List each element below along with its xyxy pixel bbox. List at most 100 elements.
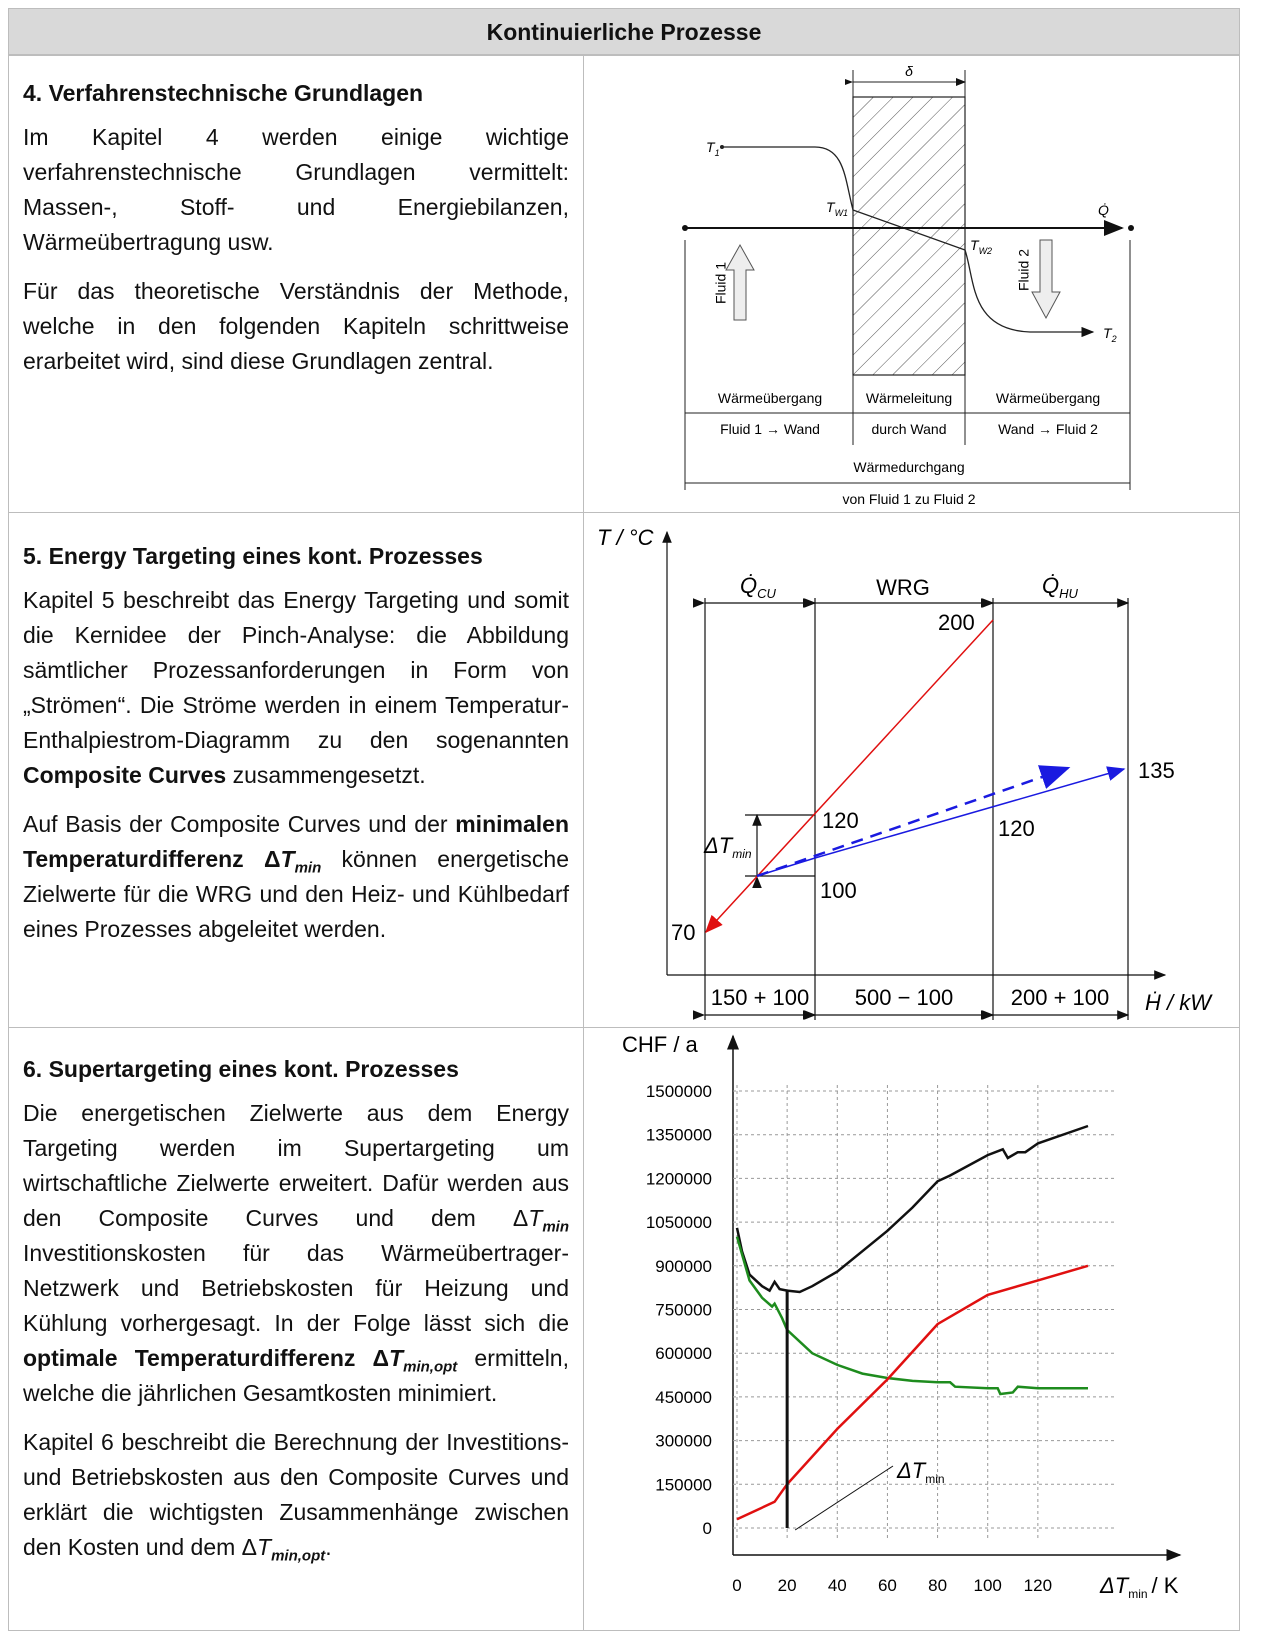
label: Fluid 2 [1016, 249, 1032, 291]
text-cell: 6. Supertargeting eines kont. Prozesses … [8, 1027, 584, 1631]
text-run: T [528, 1205, 542, 1231]
x-tick-label: 20 [778, 1576, 797, 1595]
x-tick-label: 0 [732, 1576, 741, 1595]
label: Q̇CU [740, 573, 777, 601]
composite-curves-diagram: T / °C Q̇CU WRG Q̇HU 200 120 70 135 120 … [583, 513, 1239, 1027]
sub: 1 [715, 148, 720, 158]
paragraph: Kapitel 5 beschreibt das Energy Targetin… [23, 583, 569, 793]
label: T1 [706, 139, 720, 158]
section-heading: 4. Verfahrenstechnische Grundlagen [23, 78, 569, 108]
text-run: Kapitel 5 beschreibt das Energy Targetin… [23, 587, 569, 753]
paragraphs: Kapitel 5 beschreibt das Energy Targetin… [23, 583, 569, 947]
point-label: 135 [1138, 758, 1175, 783]
text-run: Auf Basis der Composite Curves und der [23, 811, 455, 837]
axis-label: ΔTmin / K [1099, 1573, 1179, 1601]
text-run: min [295, 860, 322, 877]
text-run: Im Kapitel 4 werden einige wichtige verf… [23, 124, 569, 255]
paragraph: Für das theoretische Verständnis der Met… [23, 274, 569, 379]
sub: min [1128, 1587, 1147, 1601]
series-line [737, 1126, 1088, 1292]
sub: 2 [1111, 334, 1117, 344]
point-label: 100 [820, 878, 857, 903]
text-run: Die energetischen Zielwerte aus dem Ener… [23, 1100, 569, 1231]
q: Q̇ [740, 573, 757, 598]
text-run: T [389, 1345, 403, 1371]
point-label: 120 [822, 808, 859, 833]
axis-label: T / °C [597, 525, 654, 550]
paragraph: Die energetischen Zielwerte aus dem Ener… [23, 1096, 569, 1411]
text-run: T [281, 846, 295, 872]
label: von Fluid 1 zu Fluid 2 [842, 491, 975, 507]
label: Fluid 1 [713, 262, 729, 304]
label: Wärmedurchgang [853, 459, 964, 475]
text-run: Für das theoretische Verständnis der Met… [23, 278, 569, 374]
label: Q̇ [1098, 202, 1109, 218]
label: TW2 [970, 237, 992, 256]
x: ΔT [1099, 1573, 1130, 1598]
section-heading: 6. Supertargeting eines kont. Prozesses [23, 1054, 569, 1084]
x-tick-label: 100 [974, 1576, 1002, 1595]
y-tick-label: 1350000 [646, 1126, 712, 1145]
wall [853, 70, 965, 375]
axis-label: Ḣ / kW [1145, 990, 1213, 1015]
label: Fluid 1 → Wand [720, 421, 820, 437]
sub: HU [1059, 586, 1078, 601]
x-tick-label: 80 [928, 1576, 947, 1595]
sub: min [732, 847, 752, 861]
text-run: . [325, 1534, 331, 1560]
leader-line [795, 1466, 893, 1530]
paragraph: Im Kapitel 4 werden einige wichtige verf… [23, 120, 569, 260]
text-cell: 4. Verfahrenstechnische Grundlagen Im Ka… [8, 55, 584, 513]
text-run: min [542, 1219, 569, 1236]
x-tick-label: 120 [1024, 1576, 1052, 1595]
label: 150 + 100 [711, 985, 809, 1010]
label: WRG [876, 575, 930, 600]
label: 500 − 100 [855, 985, 953, 1010]
label: durch Wand [872, 421, 947, 437]
text-run: Kapitel 6 beschreibt die Berechnung der … [23, 1429, 569, 1560]
text-run: min,opt [271, 1548, 325, 1565]
y-tick-label: 1050000 [646, 1213, 712, 1232]
y-tick-label: 750000 [655, 1301, 712, 1320]
section-heading: 5. Energy Targeting eines kont. Prozesse… [23, 541, 569, 571]
label: Wand → Fluid 2 [998, 421, 1098, 437]
label: T2 [1103, 325, 1117, 344]
text-run: Composite Curves [23, 762, 226, 788]
label: ΔTmin [703, 833, 752, 861]
cold-curve [815, 769, 1124, 858]
y-tick-label: 1500000 [646, 1082, 712, 1101]
annotation-label: ΔTmin [896, 1458, 945, 1486]
unit: / K [1152, 1573, 1179, 1598]
text-run: optimale Temperaturdifferenz Δ [23, 1345, 389, 1371]
dt: ΔT [896, 1458, 927, 1483]
sub: W2 [979, 246, 993, 256]
y-tick-label: 150000 [655, 1475, 712, 1494]
label: δ [905, 63, 913, 79]
y-tick-label: 600000 [655, 1344, 712, 1363]
point-label: 70 [671, 920, 695, 945]
label: Wärmeübergang [718, 390, 822, 406]
x-tick-label: 40 [828, 1576, 847, 1595]
axis-label: CHF / a [622, 1032, 699, 1057]
y-tick-label: 1200000 [646, 1169, 712, 1188]
text-run: Investitionskosten für das Wärmeübertrag… [23, 1240, 569, 1336]
label: TW1 [826, 199, 848, 218]
sub: W1 [835, 208, 849, 218]
label: 200 + 100 [1011, 985, 1109, 1010]
x-tick-label: 60 [878, 1576, 897, 1595]
y-tick-label: 450000 [655, 1388, 712, 1407]
cost-chart: CHF / a ΔTmin/ K 01500003000004500006000… [583, 1028, 1239, 1631]
point-label: 120 [998, 816, 1035, 841]
paragraph: Auf Basis der Composite Curves und der m… [23, 807, 569, 947]
series-line [737, 1237, 1088, 1394]
sub: CU [757, 586, 776, 601]
q: Q̇ [1042, 573, 1059, 598]
table-header: Kontinuierliche Prozesse [8, 8, 1240, 55]
label: Wärmeübergang [996, 390, 1100, 406]
paragraphs: Die energetischen Zielwerte aus dem Ener… [23, 1096, 569, 1565]
text-run: min,opt [403, 1359, 457, 1376]
y-tick-label: 300000 [655, 1432, 712, 1451]
label: Q̇HU [1042, 573, 1079, 601]
text-cell: 5. Energy Targeting eines kont. Prozesse… [8, 512, 584, 1028]
page: {"header": {"title": "Kontinuierliche Pr… [0, 0, 1288, 1631]
